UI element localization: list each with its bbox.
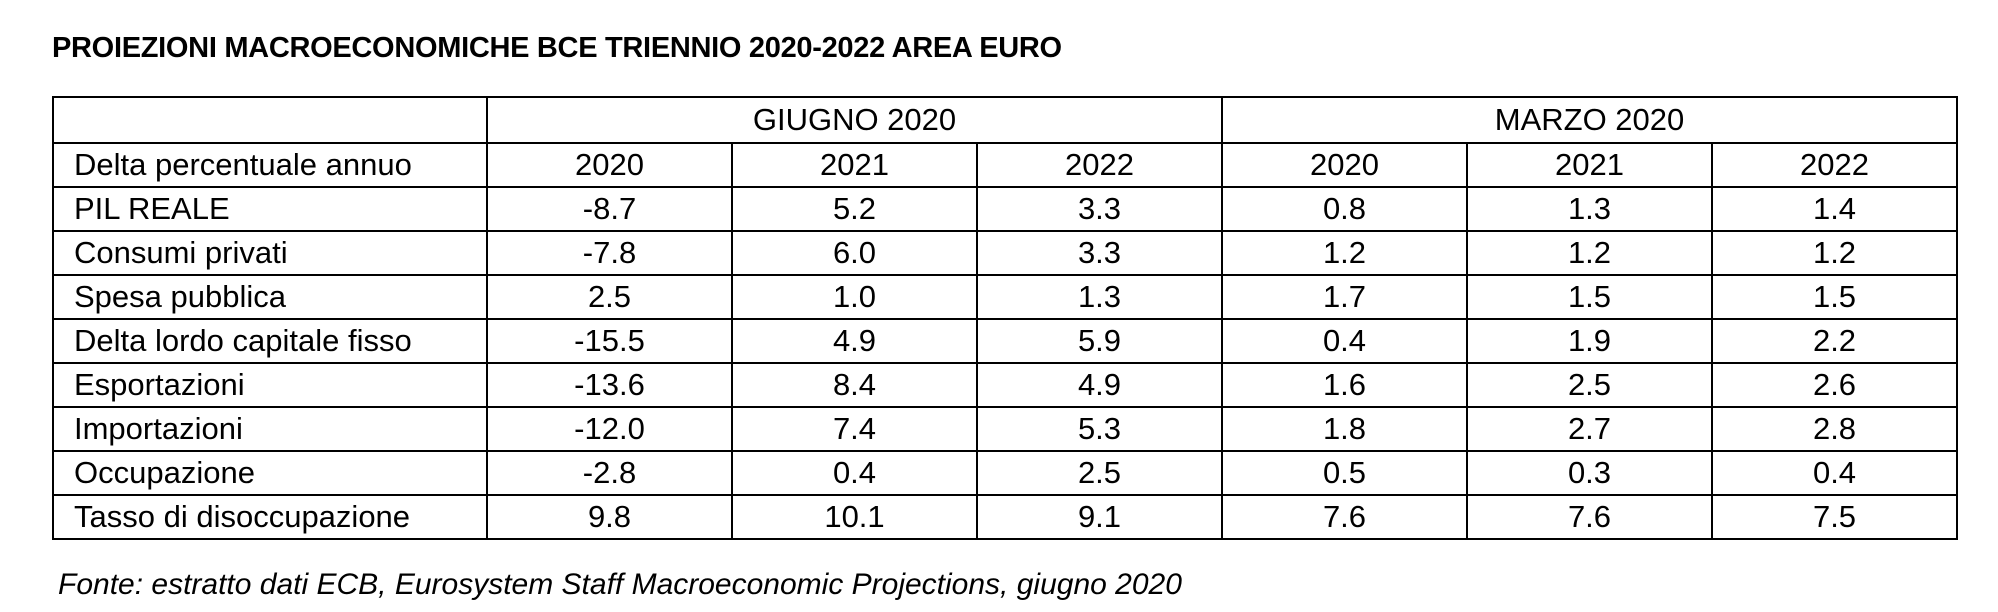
value-cell: -2.8 — [486, 450, 733, 496]
value-cell: 7.6 — [1466, 494, 1713, 540]
value-cell: 7.5 — [1710, 494, 1959, 540]
value-cell: 8.4 — [731, 362, 978, 408]
table-row: Consumi privati -7.8 6.0 3.3 1.2 1.2 1.2 — [52, 230, 1959, 276]
value-cell: 1.2 — [1221, 230, 1468, 276]
value-cell: 0.3 — [1466, 450, 1713, 496]
document-title: PROIEZIONI MACROECONOMICHE BCE TRIENNIO … — [52, 32, 1062, 64]
table-row: Delta lordo capitale fisso -15.5 4.9 5.9 0.4… — [52, 318, 1959, 364]
value-cell: 2.5 — [486, 274, 733, 320]
table-row: Esportazioni -13.6 8.4 4.9 1.6 2.5 2.6 — [52, 362, 1959, 408]
value-cell: 1.4 — [1710, 186, 1959, 232]
value-cell: 1.7 — [1221, 274, 1468, 320]
row-label: Tasso di disoccupazione — [52, 494, 488, 540]
empty-corner-cell — [52, 96, 488, 144]
table-row: Tasso di disoccupazione 9.8 10.1 9.1 7.6 7.6 7… — [52, 494, 1959, 540]
value-cell: 0.4 — [1710, 450, 1959, 496]
year-header: 2021 — [1466, 142, 1713, 188]
group-header-row: GIUGNO 2020 MARZO 2020 — [52, 96, 1959, 144]
year-header: 2022 — [1710, 142, 1959, 188]
value-cell: 2.5 — [1466, 362, 1713, 408]
value-cell: 1.6 — [1221, 362, 1468, 408]
row-label: PIL REALE — [52, 186, 488, 232]
value-cell: 4.9 — [976, 362, 1223, 408]
row-label: Esportazioni — [52, 362, 488, 408]
table-body: GIUGNO 2020 MARZO 2020 Delta percentuale… — [52, 96, 1959, 540]
value-cell: 6.0 — [731, 230, 978, 276]
value-cell: 4.9 — [731, 318, 978, 364]
value-cell: 1.0 — [731, 274, 978, 320]
row-header-label: Delta percentuale annuo — [52, 142, 488, 188]
value-cell: 9.8 — [486, 494, 733, 540]
value-cell: 1.2 — [1710, 230, 1959, 276]
value-cell: 0.5 — [1221, 450, 1468, 496]
value-cell: 1.2 — [1466, 230, 1713, 276]
group-header-june: GIUGNO 2020 — [486, 96, 1223, 144]
value-cell: 3.3 — [976, 186, 1223, 232]
table-row: Spesa pubblica 2.5 1.0 1.3 1.7 1.5 1.5 — [52, 274, 1959, 320]
row-label: Occupazione — [52, 450, 488, 496]
value-cell: 5.9 — [976, 318, 1223, 364]
group-header-march: MARZO 2020 — [1220, 96, 1959, 144]
value-cell: 2.6 — [1710, 362, 1959, 408]
value-cell: 2.5 — [976, 450, 1223, 496]
year-header: 2020 — [1221, 142, 1468, 188]
year-header: 2021 — [731, 142, 978, 188]
year-header: 2022 — [976, 142, 1223, 188]
value-cell: 1.9 — [1466, 318, 1713, 364]
value-cell: -13.6 — [486, 362, 733, 408]
value-cell: 3.3 — [976, 230, 1223, 276]
value-cell: 9.1 — [976, 494, 1223, 540]
table-row: Occupazione -2.8 0.4 2.5 0.5 0.3 0.4 — [52, 450, 1959, 496]
value-cell: 10.1 — [731, 494, 978, 540]
value-cell: -12.0 — [486, 406, 733, 452]
year-header-row: Delta percentuale annuo 2020 2021 2022 2… — [52, 142, 1959, 188]
value-cell: 5.3 — [976, 406, 1223, 452]
table-row: Importazioni -12.0 7.4 5.3 1.8 2.7 2.8 — [52, 406, 1959, 452]
value-cell: 7.6 — [1221, 494, 1468, 540]
projections-table: GIUGNO 2020 MARZO 2020 Delta percentuale… — [52, 96, 1959, 540]
row-label: Spesa pubblica — [52, 274, 488, 320]
value-cell: 1.8 — [1221, 406, 1468, 452]
value-cell: -8.7 — [486, 186, 733, 232]
value-cell: 1.3 — [1466, 186, 1713, 232]
value-cell: 1.5 — [1466, 274, 1713, 320]
table-row: PIL REALE -8.7 5.2 3.3 0.8 1.3 1.4 — [52, 186, 1959, 232]
value-cell: -7.8 — [486, 230, 733, 276]
row-label: Consumi privati — [52, 230, 488, 276]
value-cell: 1.5 — [1710, 274, 1959, 320]
value-cell: 2.8 — [1710, 406, 1959, 452]
row-label: Importazioni — [52, 406, 488, 452]
value-cell: 1.3 — [976, 274, 1223, 320]
value-cell: 0.4 — [731, 450, 978, 496]
row-label: Delta lordo capitale fisso — [52, 318, 488, 364]
value-cell: 2.7 — [1466, 406, 1713, 452]
source-note: Fonte: estratto dati ECB, Eurosystem Sta… — [58, 568, 1182, 601]
value-cell: 2.2 — [1710, 318, 1959, 364]
value-cell: 0.8 — [1221, 186, 1468, 232]
value-cell: 5.2 — [731, 186, 978, 232]
value-cell: -15.5 — [486, 318, 733, 364]
year-header: 2020 — [486, 142, 733, 188]
value-cell: 7.4 — [731, 406, 978, 452]
value-cell: 0.4 — [1221, 318, 1468, 364]
